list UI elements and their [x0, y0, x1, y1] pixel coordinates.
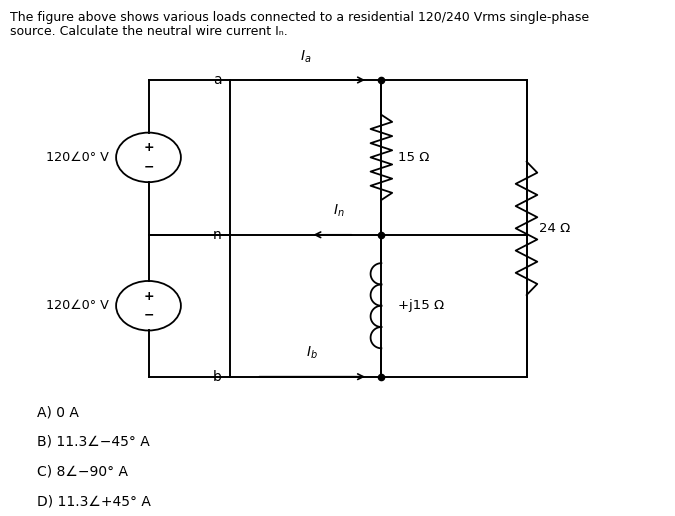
Text: +: + — [143, 290, 154, 303]
Text: 15 Ω: 15 Ω — [398, 151, 429, 164]
Text: 120∠0° V: 120∠0° V — [47, 299, 109, 312]
Text: +j15 Ω: +j15 Ω — [398, 299, 444, 312]
Text: A) 0 A: A) 0 A — [37, 405, 79, 419]
Text: 120∠0° V: 120∠0° V — [47, 151, 109, 164]
Text: $I_a$: $I_a$ — [300, 48, 311, 64]
Text: B) 11.3∠−45° A: B) 11.3∠−45° A — [37, 435, 150, 449]
Text: a: a — [213, 73, 221, 87]
Text: C) 8∠−90° A: C) 8∠−90° A — [37, 465, 128, 479]
Text: −: − — [143, 309, 154, 321]
Text: +: + — [143, 141, 154, 154]
Text: n: n — [213, 228, 221, 242]
Text: The figure above shows various loads connected to a residential 120/240 Vrms sin: The figure above shows various loads con… — [10, 11, 589, 24]
Text: −: − — [143, 160, 154, 173]
Text: source. Calculate the neutral wire current Iₙ.: source. Calculate the neutral wire curre… — [10, 25, 288, 38]
Text: $I_b$: $I_b$ — [306, 345, 318, 361]
Text: b: b — [213, 369, 221, 384]
Text: D) 11.3∠+45° A: D) 11.3∠+45° A — [37, 495, 151, 509]
Text: $I_n$: $I_n$ — [333, 203, 345, 219]
Text: 24 Ω: 24 Ω — [539, 222, 570, 235]
